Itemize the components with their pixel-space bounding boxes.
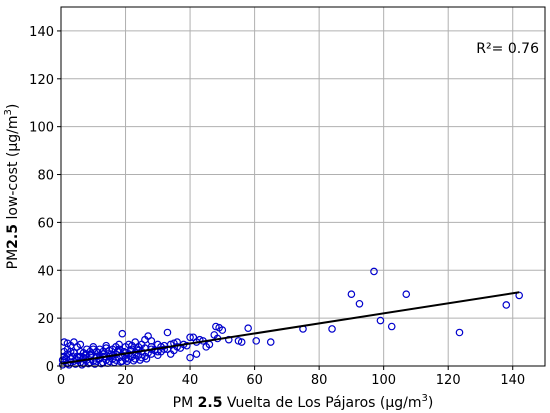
data-point [266, 338, 275, 346]
data-point [118, 329, 127, 338]
x-axis-ticks: 0 20 40 60 80 100 120 140 [57, 366, 525, 388]
data-point [163, 328, 172, 337]
x-tick-label: 60 [246, 373, 263, 388]
data-point [186, 353, 194, 362]
data-point [128, 341, 136, 350]
y-tick-label: 120 [29, 73, 54, 88]
x-tick-label: 40 [182, 373, 199, 388]
regression-line [60, 291, 520, 365]
data-point [186, 333, 194, 342]
y-tick-label: 80 [37, 169, 54, 184]
data-point [355, 299, 364, 308]
data-point [83, 350, 91, 358]
data-point [166, 340, 175, 349]
data-point [170, 346, 178, 355]
data-point [237, 338, 246, 346]
x-tick-label: 100 [371, 373, 396, 388]
y-axis-ticks: 0 20 40 60 80 100 120 140 [29, 25, 61, 375]
x-tick-label: 140 [500, 373, 525, 388]
data-point [347, 290, 356, 299]
data-point [63, 339, 72, 348]
y-tick-label: 40 [37, 264, 54, 279]
data-point [202, 343, 211, 351]
data-point [218, 326, 227, 334]
y-tick-label: 60 [37, 216, 54, 231]
y-tick-label: 20 [37, 312, 54, 327]
fit-line-group [60, 291, 520, 365]
data-point [244, 324, 252, 332]
data-point [515, 291, 523, 300]
grid-lines [60, 7, 545, 367]
data-point [154, 351, 162, 360]
y-tick-label: 100 [29, 121, 54, 136]
r-squared-annotation: R²= 0.76 [476, 41, 539, 57]
y-tick-label: 140 [29, 25, 54, 40]
x-axis-label: PM 2.5 Vuelta de Los Pájaros (µg/m3) [173, 393, 434, 411]
data-point [402, 290, 411, 299]
data-point [70, 349, 78, 357]
data-point [455, 328, 464, 337]
data-point [502, 301, 511, 309]
data-point [89, 343, 98, 351]
y-axis-label: PM2.5 low-cost (µg/m3) [3, 104, 21, 270]
data-point [252, 337, 261, 345]
data-point [328, 325, 336, 333]
data-point [192, 350, 201, 358]
y-tick-label: 0 [46, 360, 54, 375]
plot-frame [60, 6, 546, 367]
data-point [115, 340, 123, 349]
data-point [212, 322, 220, 331]
data-point [387, 322, 396, 331]
data-point [107, 350, 115, 358]
x-tick-label: 0 [57, 373, 65, 388]
x-tick-label: 80 [311, 373, 328, 388]
x-tick-label: 20 [117, 373, 134, 388]
data-point [376, 316, 385, 325]
data-point [224, 335, 233, 344]
data-point [142, 355, 151, 363]
x-tick-label: 120 [436, 373, 461, 388]
data-point [370, 267, 378, 276]
data-point [102, 341, 110, 350]
